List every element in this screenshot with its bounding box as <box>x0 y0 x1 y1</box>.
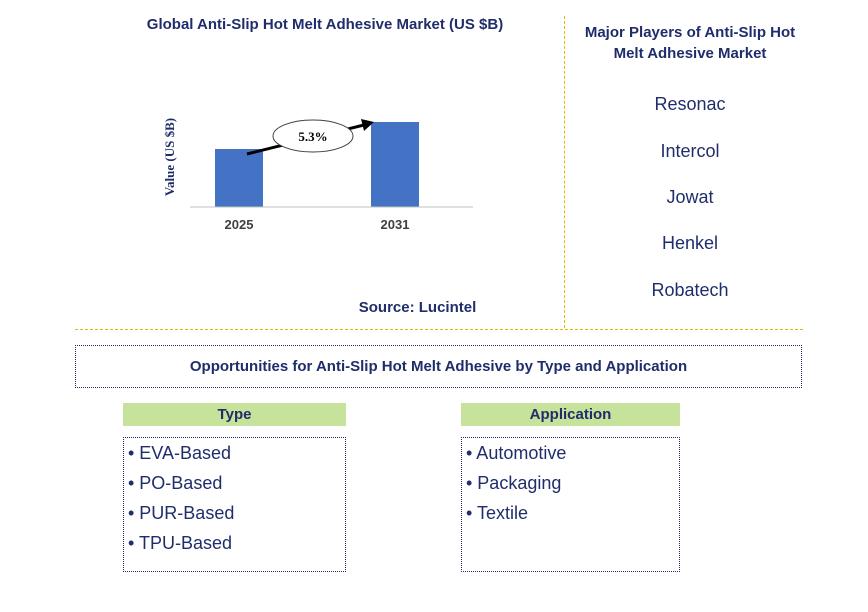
opportunities-title: Opportunities for Anti-Slip Hot Melt Adh… <box>189 358 688 375</box>
chart-title: Global Anti-Slip Hot Melt Adhesive Marke… <box>146 16 504 33</box>
x-tick-label: 2025 <box>225 217 254 232</box>
player-item: Henkel <box>661 233 719 253</box>
application-list: • Automotive • Packaging • Textile <box>461 437 680 572</box>
players-title: Major Players of Anti-Slip Hot Melt Adhe… <box>584 24 796 62</box>
vertical-separator <box>564 16 565 328</box>
cagr-label: 5.3% <box>298 129 327 144</box>
type-header-label: Type <box>217 406 252 423</box>
bar-chart: 2025 2031 5.3% <box>190 119 473 232</box>
bar-2025 <box>215 149 263 207</box>
x-tick-label: 2031 <box>381 217 410 232</box>
player-item: Robatech <box>651 280 729 300</box>
application-header: Application <box>461 403 680 426</box>
type-item: • TPU-Based <box>128 533 233 553</box>
application-item: • Textile <box>466 503 528 523</box>
type-header: Type <box>123 403 346 426</box>
player-item: Intercol <box>660 141 720 161</box>
type-item: • PUR-Based <box>128 503 235 523</box>
player-item: Resonac <box>654 94 726 114</box>
application-item: • Automotive <box>466 443 567 463</box>
source-label: Source: Lucintel <box>358 299 477 316</box>
type-item: • PO-Based <box>128 473 223 493</box>
opportunities-title-box: Opportunities for Anti-Slip Hot Melt Adh… <box>75 345 802 388</box>
application-item: • Packaging <box>466 473 562 493</box>
cagr-arrow-head <box>361 119 374 131</box>
bar-2031 <box>371 122 419 207</box>
cagr-ellipse <box>272 119 354 153</box>
application-header-label: Application <box>529 406 612 423</box>
type-item: • EVA-Based <box>128 443 232 463</box>
player-item: Jowat <box>666 187 714 207</box>
horizontal-separator <box>75 329 803 330</box>
type-list: • EVA-Based • PO-Based • PUR-Based • TPU… <box>123 437 346 572</box>
